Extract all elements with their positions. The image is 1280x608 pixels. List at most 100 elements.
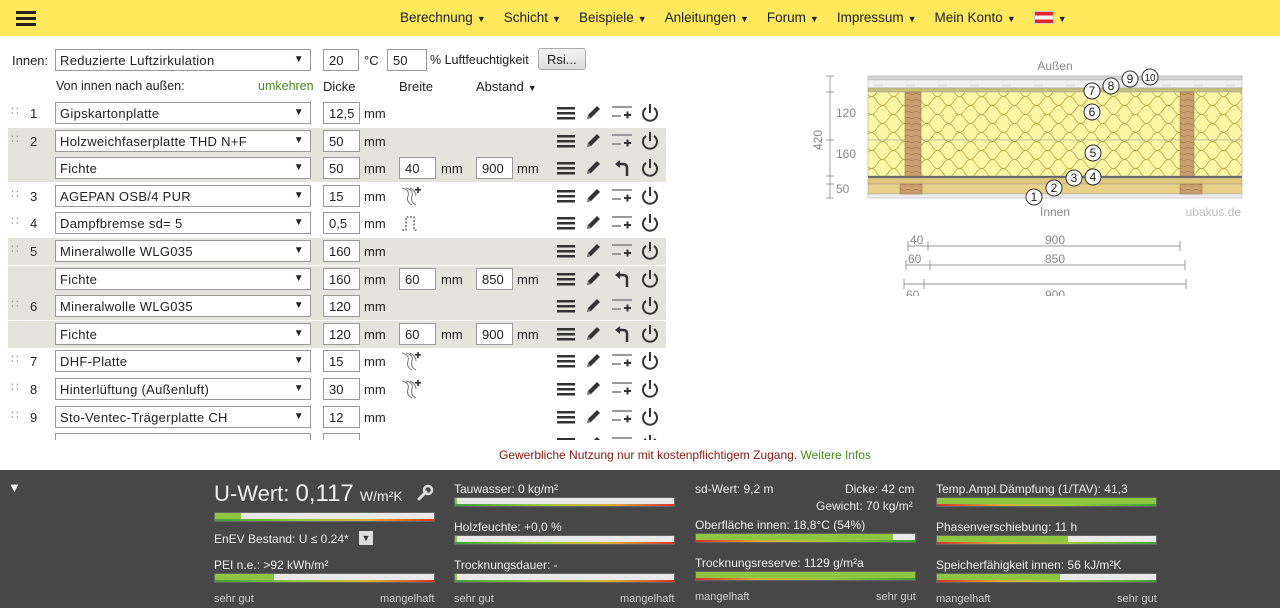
material-select[interactable]: AGEPAN OSB/4 PUR ▼ [55,184,311,207]
thickness-input[interactable]: 120 [323,322,360,345]
drag-handle-icon[interactable] [11,104,19,118]
wrench-icon[interactable] [416,484,434,507]
layer-menu-icon[interactable] [555,324,577,344]
material-select[interactable]: Holzweichfaserplatte THD N+F ▼ [55,129,311,152]
nav-beispiele[interactable]: Beispiele ▼ [579,10,647,25]
thickness-input[interactable]: 50 [323,129,360,152]
thickness-input[interactable]: 15 [323,184,360,207]
material-select[interactable]: Dampfbremse sd= 5 ▼ [55,212,311,235]
drag-handle-icon[interactable] [11,297,19,311]
drag-handle-icon[interactable] [11,408,19,422]
toggle-power-icon[interactable] [639,103,661,123]
col-header-abstand[interactable]: Abstand ▼ [476,79,537,94]
toggle-power-icon[interactable] [639,158,661,178]
drag-handle-icon[interactable] [11,214,19,228]
collapse-toggle-icon[interactable]: ▼ [8,480,21,495]
edit-pencil-icon[interactable] [583,186,605,206]
layer-menu-icon[interactable] [555,296,577,316]
edit-pencil-icon[interactable] [583,158,605,178]
layer-marker[interactable] [1083,82,1101,100]
layer-menu-icon[interactable] [555,351,577,371]
material-select[interactable]: Sto-Ventec-Trägerplatte CH ▼ [55,405,311,428]
layer-menu-icon[interactable] [555,269,577,289]
drag-handle-icon[interactable] [11,242,19,256]
thickness-input[interactable]: 160 [323,267,360,290]
edit-pencil-icon[interactable] [583,324,605,344]
edit-pencil-icon[interactable] [583,241,605,261]
layer-menu-icon[interactable] [555,158,577,178]
spacing-input[interactable]: 850 [476,267,513,290]
width-input[interactable]: 60 [399,267,436,290]
edit-pencil-icon[interactable] [583,379,605,399]
add-sublayer-icon[interactable] [611,103,633,123]
nav-forum[interactable]: Forum ▼ [767,10,819,25]
add-sublayer-icon[interactable] [611,434,633,440]
drag-handle-icon[interactable] [11,187,19,201]
layer-marker[interactable] [1102,77,1120,95]
thickness-input[interactable]: 120 [323,295,360,318]
toggle-power-icon[interactable] [639,296,661,316]
drag-handle-icon[interactable] [11,352,19,366]
add-sublayer-icon[interactable] [611,379,633,399]
layer-marker[interactable] [1045,179,1063,197]
thickness-input[interactable]: 50 [323,157,360,180]
add-sublayer-icon[interactable] [611,213,633,233]
toggle-power-icon[interactable] [639,131,661,151]
undo-arrow-icon[interactable] [611,324,633,344]
toggle-power-icon[interactable] [639,241,661,261]
add-wood-icon[interactable] [400,351,422,371]
layer-menu-icon[interactable] [555,131,577,151]
edit-pencil-icon[interactable] [583,296,605,316]
toggle-power-icon[interactable] [639,324,661,344]
layer-menu-icon[interactable] [555,213,577,233]
toggle-power-icon[interactable] [639,351,661,371]
add-sublayer-icon[interactable] [611,241,633,261]
width-input[interactable]: 60 [399,322,436,345]
layer-menu-icon[interactable] [555,241,577,261]
add-sublayer-icon[interactable] [611,186,633,206]
material-select[interactable]: Mineralwolle WLG035 ▼ [55,295,311,318]
edit-pencil-icon[interactable] [583,131,605,151]
edit-pencil-icon[interactable] [583,407,605,427]
material-select[interactable]: Fichte ▼ [55,322,311,345]
layer-menu-icon[interactable] [555,379,577,399]
edit-pencil-icon[interactable] [583,103,605,123]
material-select[interactable]: Fichte ▼ [55,157,311,180]
edit-pencil-icon[interactable] [583,351,605,371]
layer-menu-icon[interactable] [555,434,577,440]
thickness-input[interactable]: 15 [323,350,360,373]
temperature-input[interactable]: 20 [323,49,359,71]
membrane-icon[interactable] [400,213,422,233]
nav-impressum[interactable]: Impressum ▼ [837,10,917,25]
drag-handle-icon[interactable] [11,380,19,394]
layer-marker[interactable] [1025,188,1043,206]
spacing-input[interactable]: 900 [476,322,513,345]
toggle-power-icon[interactable] [639,407,661,427]
layer-marker[interactable] [1083,103,1101,121]
material-select[interactable]: Gipskartonplatte ▼ [55,102,311,124]
add-sublayer-icon[interactable] [611,131,633,151]
layer-marker[interactable] [1084,168,1102,186]
humidity-input[interactable]: 50 [387,49,427,71]
layer-menu-icon[interactable] [555,407,577,427]
more-info-link[interactable]: Weitere Infos [800,448,871,462]
thickness-input[interactable]: 12 [323,405,360,428]
material-select[interactable]: DHF-Platte ▼ [55,350,311,373]
enev-dropdown-icon[interactable]: ▼ [359,531,373,545]
layer-menu-icon[interactable] [555,103,577,123]
layer-marker[interactable] [1084,144,1102,162]
material-select[interactable]: Fichte ▼ [55,267,311,290]
thickness-input[interactable]: 30 [323,378,360,400]
layer-marker[interactable] [1141,68,1159,86]
nav-anleitungen[interactable]: Anleitungen ▼ [665,10,749,25]
layer-menu-icon[interactable] [555,186,577,206]
add-sublayer-icon[interactable] [611,407,633,427]
material-select[interactable] [55,433,311,440]
undo-arrow-icon[interactable] [611,269,633,289]
drag-handle-icon[interactable] [11,132,19,146]
add-sublayer-icon[interactable] [611,296,633,316]
edit-pencil-icon[interactable] [583,213,605,233]
nav-berechnung[interactable]: Berechnung ▼ [400,10,486,25]
toggle-power-icon[interactable] [639,269,661,289]
edit-pencil-icon[interactable] [583,269,605,289]
